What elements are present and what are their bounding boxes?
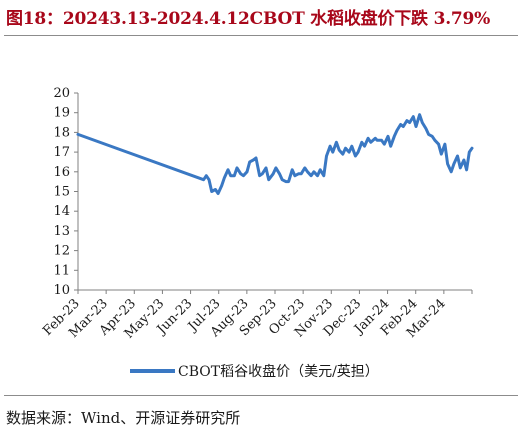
y-tick-label: 17 <box>53 145 70 160</box>
series-line-cbot-rice <box>76 113 474 195</box>
y-tick-label: 10 <box>53 283 70 298</box>
y-tick-label: 13 <box>53 224 70 239</box>
y-tick-label: 14 <box>53 204 70 219</box>
y-tick-label: 20 <box>53 86 70 101</box>
source-note: 数据来源：Wind、开源证券研究所 <box>6 409 241 427</box>
figure-title: 图18：20243.13-2024.4.12CBOT 水稻收盘价下跌 3.79% <box>6 9 491 29</box>
x-axis-ticks: Feb-23Mar-23Apr-23May-23Jun-23Jul-23Aug-… <box>40 290 473 342</box>
y-tick-label: 11 <box>53 263 70 278</box>
y-tick-label: 15 <box>53 185 70 200</box>
series-group <box>76 113 474 195</box>
top-rule <box>4 35 518 36</box>
y-axis-ticks: 10 11 12 13 14 15 16 17 18 19 20 <box>53 86 78 298</box>
y-tick-label: 12 <box>53 244 70 259</box>
legend: CBOT稻谷收盘价（美元/英担） <box>130 363 379 380</box>
chart-axes <box>77 93 472 291</box>
y-tick-label: 18 <box>53 125 70 140</box>
y-tick-label: 19 <box>53 106 70 121</box>
legend-label: CBOT稻谷收盘价（美元/英担） <box>178 363 379 380</box>
y-tick-label: 16 <box>53 165 70 180</box>
bottom-rule <box>4 395 518 396</box>
